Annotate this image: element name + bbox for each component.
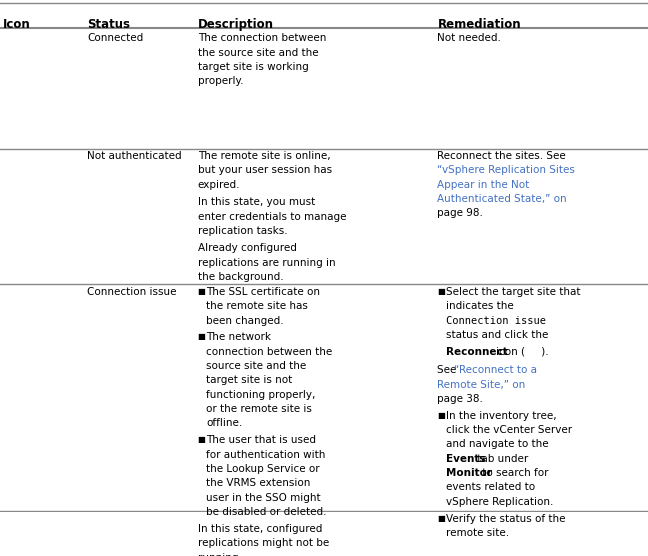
- Text: Authenticated State,” on: Authenticated State,” on: [437, 194, 567, 204]
- Text: events related to: events related to: [446, 483, 535, 493]
- Text: indicates the: indicates the: [446, 301, 514, 311]
- Text: page 98.: page 98.: [437, 208, 483, 219]
- Text: status and click the: status and click the: [446, 330, 548, 340]
- Text: properly.: properly.: [198, 76, 243, 86]
- Text: The connection between: The connection between: [198, 33, 326, 43]
- Text: offline.: offline.: [206, 419, 242, 429]
- Text: to search for: to search for: [479, 468, 548, 478]
- Text: for authentication with: for authentication with: [206, 450, 325, 460]
- Text: The network: The network: [206, 332, 271, 342]
- Text: the remote site has: the remote site has: [206, 301, 308, 311]
- Text: vSphere Replication.: vSphere Replication.: [446, 497, 553, 507]
- Text: Already configured: Already configured: [198, 244, 297, 254]
- Text: Connection issue: Connection issue: [446, 315, 546, 325]
- Text: icon (     ).: icon ( ).: [496, 347, 549, 357]
- Text: Events: Events: [446, 454, 485, 464]
- Text: Connection issue: Connection issue: [87, 287, 177, 297]
- Text: ■: ■: [437, 287, 445, 296]
- Text: Appear in the Not: Appear in the Not: [437, 180, 529, 190]
- Text: user in the SSO might: user in the SSO might: [206, 493, 321, 503]
- Text: ■: ■: [198, 287, 205, 296]
- Text: replication tasks.: replication tasks.: [198, 226, 287, 236]
- Text: but your user session has: but your user session has: [198, 166, 332, 176]
- Text: Select the target site that: Select the target site that: [446, 287, 581, 297]
- Text: target site is working: target site is working: [198, 62, 308, 72]
- Text: The remote site is online,: The remote site is online,: [198, 151, 330, 161]
- Text: The SSL certificate on: The SSL certificate on: [206, 287, 320, 297]
- Text: the background.: the background.: [198, 272, 283, 282]
- Text: Remediation: Remediation: [437, 18, 521, 31]
- Text: running.: running.: [198, 553, 242, 556]
- Text: be disabled or deleted.: be disabled or deleted.: [206, 507, 327, 517]
- Text: expired.: expired.: [198, 180, 240, 190]
- Text: the Lookup Service or: the Lookup Service or: [206, 464, 319, 474]
- Text: functioning properly,: functioning properly,: [206, 390, 316, 400]
- Text: Not needed.: Not needed.: [437, 33, 502, 43]
- Text: target site is not: target site is not: [206, 375, 292, 385]
- Text: In the inventory tree,: In the inventory tree,: [446, 411, 557, 421]
- Text: Monitor: Monitor: [446, 468, 492, 478]
- Text: replications are running in: replications are running in: [198, 257, 335, 267]
- Text: The user that is used: The user that is used: [206, 435, 316, 445]
- Text: Verify the status of the: Verify the status of the: [446, 514, 565, 524]
- Text: click the vCenter Server: click the vCenter Server: [446, 425, 572, 435]
- Text: enter credentials to manage: enter credentials to manage: [198, 211, 346, 221]
- Text: Connected: Connected: [87, 33, 144, 43]
- Text: In this state, configured: In this state, configured: [198, 524, 322, 534]
- Text: Description: Description: [198, 18, 273, 31]
- Text: replications might not be: replications might not be: [198, 538, 329, 548]
- Text: ■: ■: [198, 332, 205, 341]
- Text: “vSphere Replication Sites: “vSphere Replication Sites: [437, 166, 575, 176]
- Text: page 38.: page 38.: [437, 394, 483, 404]
- Text: the source site and the: the source site and the: [198, 48, 318, 58]
- Text: Status: Status: [87, 18, 130, 31]
- Text: ■: ■: [198, 435, 205, 444]
- Text: source site and the: source site and the: [206, 361, 307, 371]
- Text: See: See: [437, 365, 460, 375]
- Text: Reconnect: Reconnect: [446, 347, 507, 357]
- Text: ■: ■: [437, 411, 445, 420]
- Text: been changed.: been changed.: [206, 315, 284, 325]
- Text: Not authenticated: Not authenticated: [87, 151, 182, 161]
- Text: the VRMS extension: the VRMS extension: [206, 478, 310, 488]
- Text: Icon: Icon: [3, 18, 31, 31]
- Text: ■: ■: [437, 514, 445, 523]
- Text: connection between the: connection between the: [206, 347, 332, 357]
- Text: “Reconnect to a: “Reconnect to a: [454, 365, 537, 375]
- Text: and navigate to the: and navigate to the: [446, 439, 548, 449]
- Text: Reconnect the sites. See: Reconnect the sites. See: [437, 151, 566, 161]
- Text: or the remote site is: or the remote site is: [206, 404, 312, 414]
- Text: In this state, you must: In this state, you must: [198, 197, 315, 207]
- Text: Remote Site,” on: Remote Site,” on: [437, 380, 526, 390]
- Text: remote site.: remote site.: [446, 528, 509, 538]
- Text: tab under: tab under: [474, 454, 529, 464]
